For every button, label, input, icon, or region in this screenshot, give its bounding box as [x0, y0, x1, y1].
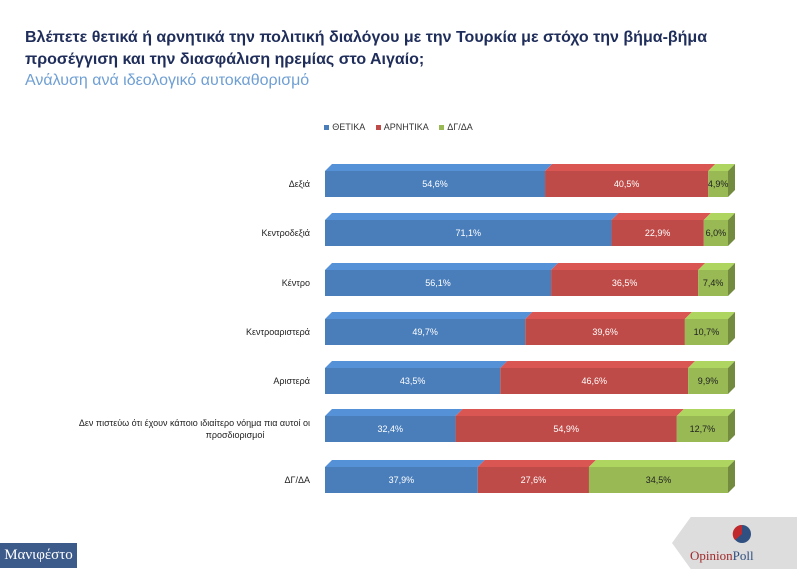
legend-label: ΔΓ/ΔΑ [447, 122, 473, 132]
bar-top-face [676, 409, 735, 416]
data-label: 4,9% [708, 179, 729, 189]
data-label: 27,6% [521, 475, 547, 485]
bar-top-face [325, 361, 508, 368]
bar-segment-1 [545, 171, 709, 197]
pie-logo-icon [732, 524, 751, 543]
data-label: 71,1% [456, 228, 482, 238]
bar-segment-0 [325, 171, 546, 197]
bar-segment-2 [676, 416, 728, 442]
bar-segment-0 [325, 467, 478, 493]
bar-segment-1 [611, 220, 704, 246]
bar-top-face [684, 312, 735, 319]
bar-side-face [728, 164, 735, 197]
data-label: 12,7% [690, 424, 716, 434]
bar-side-face [728, 409, 735, 442]
category-label: Κεντροδεξιά [262, 228, 310, 238]
category-label: Δεν πιστεύω ότι έχουν κάποιο ιδιαίτερο ν… [79, 418, 310, 428]
category-label: Κέντρο [282, 278, 310, 288]
category-label: προσδιορισμοί [206, 430, 265, 440]
manifesto-logo: Μανιφέστο [0, 543, 77, 568]
bar-top-face [525, 312, 692, 319]
bar-top-face [325, 263, 559, 270]
data-label: 49,7% [412, 327, 438, 337]
bar-top-face [325, 460, 485, 467]
data-label: 6,0% [706, 228, 727, 238]
bar-top-face [325, 164, 553, 171]
bar-top-face [477, 460, 596, 467]
bar-segment-0 [325, 368, 501, 394]
bar-top-face [708, 164, 735, 171]
data-label: 9,9% [698, 376, 719, 386]
bar-top-face [611, 213, 711, 220]
bar-top-face [325, 409, 463, 416]
legend-item: ΔΓ/ΔΑ [439, 122, 473, 132]
bar-segment-1 [477, 467, 589, 493]
bar-segment-2 [708, 171, 728, 197]
legend-label: ΑΡΝΗΤΙΚΑ [383, 122, 429, 132]
bar-side-face [728, 213, 735, 246]
bar-top-face [698, 263, 735, 270]
chart-title: Βλέπετε θετικά ή αρνητικά την πολιτική δ… [25, 29, 708, 68]
data-label: 56,1% [425, 278, 451, 288]
legend-swatch [375, 125, 381, 130]
bar-segment-1 [455, 416, 677, 442]
legend-swatch [439, 125, 445, 130]
bar-top-face [500, 361, 696, 368]
bar-top-face [455, 409, 684, 416]
data-label: 54,9% [553, 424, 579, 434]
category-label: ΔΓ/ΔΑ [285, 475, 310, 485]
bar-top-face [688, 361, 735, 368]
data-label: 54,6% [422, 179, 448, 189]
legend-label: ΘΕΤΙΚΑ [332, 122, 366, 132]
legend-item: ΑΡΝΗΤΙΚΑ [375, 122, 429, 132]
bar-top-face [551, 263, 706, 270]
bar-side-face [728, 361, 735, 394]
legend-swatch [324, 125, 330, 130]
category-label: Δεξιά [289, 179, 310, 189]
data-label: 37,9% [389, 475, 415, 485]
category-label: Κεντροαριστερά [246, 327, 310, 337]
data-label: 36,5% [612, 278, 638, 288]
bar-segment-2 [703, 220, 728, 246]
legend-item: ΘΕΤΙΚΑ [324, 122, 365, 132]
data-label: 46,6% [581, 376, 607, 386]
bar-top-face [325, 213, 619, 220]
bar-top-face [703, 213, 735, 220]
bar-segment-2 [688, 368, 728, 394]
bar-segment-1 [525, 319, 685, 345]
bar-side-face [728, 263, 735, 296]
chart-subtitle: Ανάλυση ανά ιδεολογικό αυτοκαθορισμό [25, 72, 310, 89]
data-label: 7,4% [703, 278, 724, 288]
data-label: 34,5% [646, 475, 672, 485]
bar-segment-0 [325, 319, 526, 345]
bar-segment-2 [684, 319, 728, 345]
bar-segment-2 [698, 270, 728, 296]
bar-top-face [588, 460, 735, 467]
bar-top-face [325, 312, 533, 319]
bar-segment-1 [551, 270, 699, 296]
bar-segment-0 [325, 270, 552, 296]
data-label: 40,5% [614, 179, 640, 189]
legend: ΘΕΤΙΚΑ ΑΡΝΗΤΙΚΑ ΔΓ/ΔΑ [0, 122, 797, 132]
data-label: 43,5% [400, 376, 426, 386]
data-label: 22,9% [645, 228, 671, 238]
bar-side-face [728, 460, 735, 493]
bar-segment-0 [325, 416, 456, 442]
category-label: Αριστερά [273, 376, 310, 386]
data-label: 39,6% [592, 327, 618, 337]
bar-side-face [728, 312, 735, 345]
data-label: 32,4% [378, 424, 404, 434]
opinionpoll-text: OpinionPoll [690, 548, 754, 563]
bar-top-face [545, 164, 716, 171]
data-label: 10,7% [694, 327, 720, 337]
bar-segment-2 [588, 467, 728, 493]
opinionpoll-logo [672, 517, 797, 569]
bar-segment-0 [325, 220, 612, 246]
bar-segment-1 [500, 368, 689, 394]
